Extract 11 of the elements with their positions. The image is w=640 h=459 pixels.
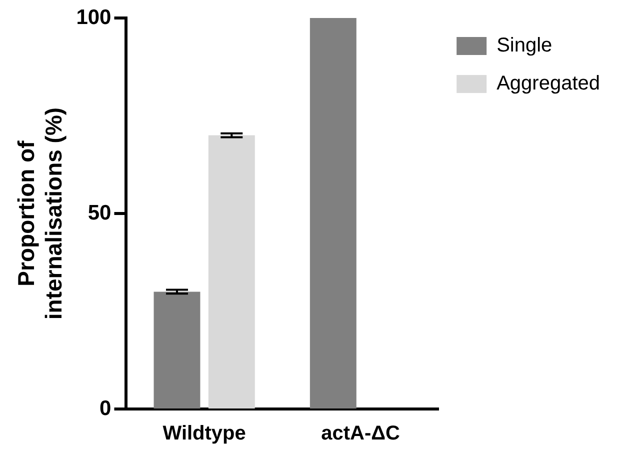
y-tick-label: 0 bbox=[100, 396, 112, 420]
legend-label: Single bbox=[496, 34, 552, 57]
legend-label: Aggregated bbox=[496, 72, 600, 95]
bar bbox=[154, 292, 200, 408]
bar bbox=[208, 135, 255, 408]
x-tick-label: Wildtype bbox=[162, 422, 246, 445]
y-tick-label: 50 bbox=[88, 201, 112, 224]
bar bbox=[310, 18, 356, 408]
y-tick-label: 100 bbox=[76, 6, 112, 29]
y-axis-title: Proportion of internalisations (%) bbox=[13, 107, 67, 320]
x-tick-label: actA-ΔC bbox=[321, 422, 400, 445]
